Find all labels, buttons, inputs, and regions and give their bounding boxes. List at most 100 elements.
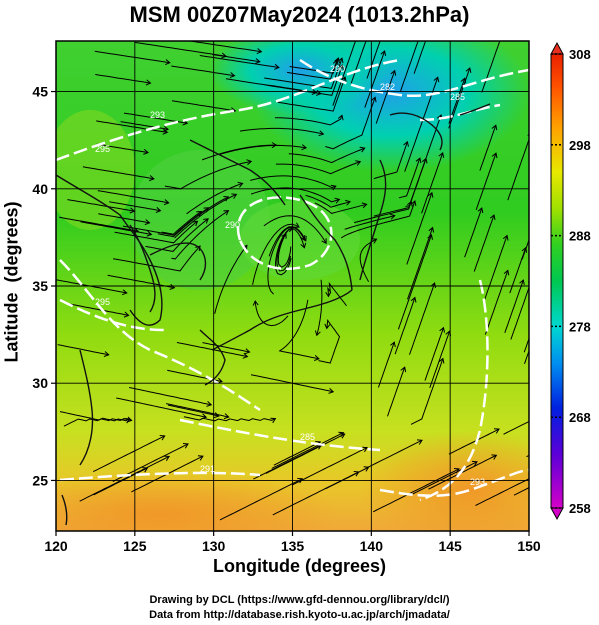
streamline-arrow xyxy=(439,326,445,333)
streamline xyxy=(97,190,169,204)
contour-label: 285 xyxy=(450,92,465,102)
streamline xyxy=(271,432,344,469)
streamline-arrow xyxy=(334,57,340,64)
streamline xyxy=(397,234,432,330)
streamline xyxy=(120,121,169,130)
streamline xyxy=(167,404,219,417)
streamline-arrow xyxy=(499,32,504,37)
streamline-arrow xyxy=(318,130,325,137)
colorbar-scale xyxy=(550,53,564,509)
x-tick-label: 125 xyxy=(123,538,147,554)
streamline-arrow xyxy=(121,289,128,296)
streamline-arrow xyxy=(410,200,417,206)
streamline-arrow xyxy=(321,238,327,245)
streamline-arrow xyxy=(213,412,220,419)
streamline xyxy=(366,41,381,79)
streamline-arrow xyxy=(244,348,251,355)
streamline-arrow xyxy=(221,52,227,59)
streamline-arrow xyxy=(274,63,280,70)
streamline xyxy=(122,207,209,236)
streamline-arrow xyxy=(314,355,320,361)
streamline-arrow xyxy=(281,232,287,239)
streamline-arrow xyxy=(223,210,230,216)
streamline-arrow xyxy=(371,238,378,244)
x-axis-ticks: 120 125 130 135 140 145 150 xyxy=(44,531,541,554)
streamline-arrow xyxy=(196,210,203,217)
streamline-arrow xyxy=(165,59,171,66)
streamline-arrow xyxy=(337,114,344,121)
streamline xyxy=(92,435,165,473)
streamline xyxy=(475,478,529,506)
streamline-arrow xyxy=(149,175,155,182)
temperature-field xyxy=(56,32,529,531)
streamline-arrow xyxy=(182,443,189,449)
streamline xyxy=(481,41,501,93)
streamline xyxy=(291,447,368,486)
streamline-arrow xyxy=(359,146,366,153)
streamline-arrow xyxy=(521,246,528,253)
streamline xyxy=(95,74,151,84)
colorbar-tick-label: 278 xyxy=(569,319,591,334)
credit-line-1: Drawing by DCL (https://www.gfd-dennou.o… xyxy=(149,594,450,606)
streamline xyxy=(267,226,305,295)
streamline xyxy=(252,223,300,285)
streamline-arrow xyxy=(502,234,509,241)
x-tick-label: 135 xyxy=(281,538,305,554)
contour-label: 295 xyxy=(95,144,110,154)
y-axis-label: Latitude (degrees) xyxy=(1,201,22,363)
streamline-arrow xyxy=(246,159,253,166)
streamline-arrow xyxy=(242,352,249,359)
streamline-arrow xyxy=(471,460,478,467)
streamline xyxy=(98,213,150,224)
streamline-arrow xyxy=(325,291,332,298)
streamline xyxy=(264,58,343,89)
streamline-arrow xyxy=(223,413,230,420)
streamline xyxy=(274,115,343,126)
streamline xyxy=(171,65,235,77)
lat-lon-grid xyxy=(56,41,529,531)
streamline xyxy=(424,327,444,381)
streamline xyxy=(394,297,416,355)
streamline-arrow xyxy=(403,140,409,147)
streamline-arrow xyxy=(519,279,525,285)
streamline-arrow xyxy=(299,234,306,241)
streamline-arrow xyxy=(370,96,377,103)
streamline xyxy=(63,418,132,427)
streamline-arrow xyxy=(142,467,149,473)
streamline xyxy=(94,50,170,64)
streamline xyxy=(375,70,396,124)
streamline-arrow xyxy=(477,207,484,214)
streamlines xyxy=(56,32,529,521)
streamline-arrow xyxy=(415,157,422,164)
streamline-arrow xyxy=(314,330,321,337)
colorbar-tick-label: 288 xyxy=(569,229,591,244)
streamline xyxy=(448,67,471,129)
streamline xyxy=(128,387,212,406)
streamline-arrow xyxy=(363,466,370,472)
streamline xyxy=(464,207,483,258)
streamline xyxy=(398,158,421,199)
streamline xyxy=(421,152,444,214)
x-tick-label: 150 xyxy=(517,538,541,554)
streamline-arrow xyxy=(206,401,213,407)
y-tick-label: 45 xyxy=(32,84,48,100)
colorbar-min-arrow xyxy=(550,507,564,521)
streamline-arrow xyxy=(197,455,204,461)
streamline xyxy=(412,461,478,495)
streamline xyxy=(332,41,357,106)
x-tick-label: 130 xyxy=(202,538,226,554)
streamline-arrow xyxy=(491,124,498,131)
streamline xyxy=(344,215,395,230)
streamline xyxy=(399,41,419,92)
streamline xyxy=(406,192,433,265)
x-tick-label: 120 xyxy=(44,538,68,554)
streamline-arrow xyxy=(362,446,368,453)
streamline-arrow xyxy=(361,202,368,209)
streamline-arrow xyxy=(491,454,498,460)
streamline xyxy=(479,125,497,171)
streamline xyxy=(79,455,170,502)
y-axis-ticks: 25 30 35 40 45 xyxy=(32,84,56,488)
streamline xyxy=(377,342,395,388)
streamline xyxy=(354,201,412,224)
